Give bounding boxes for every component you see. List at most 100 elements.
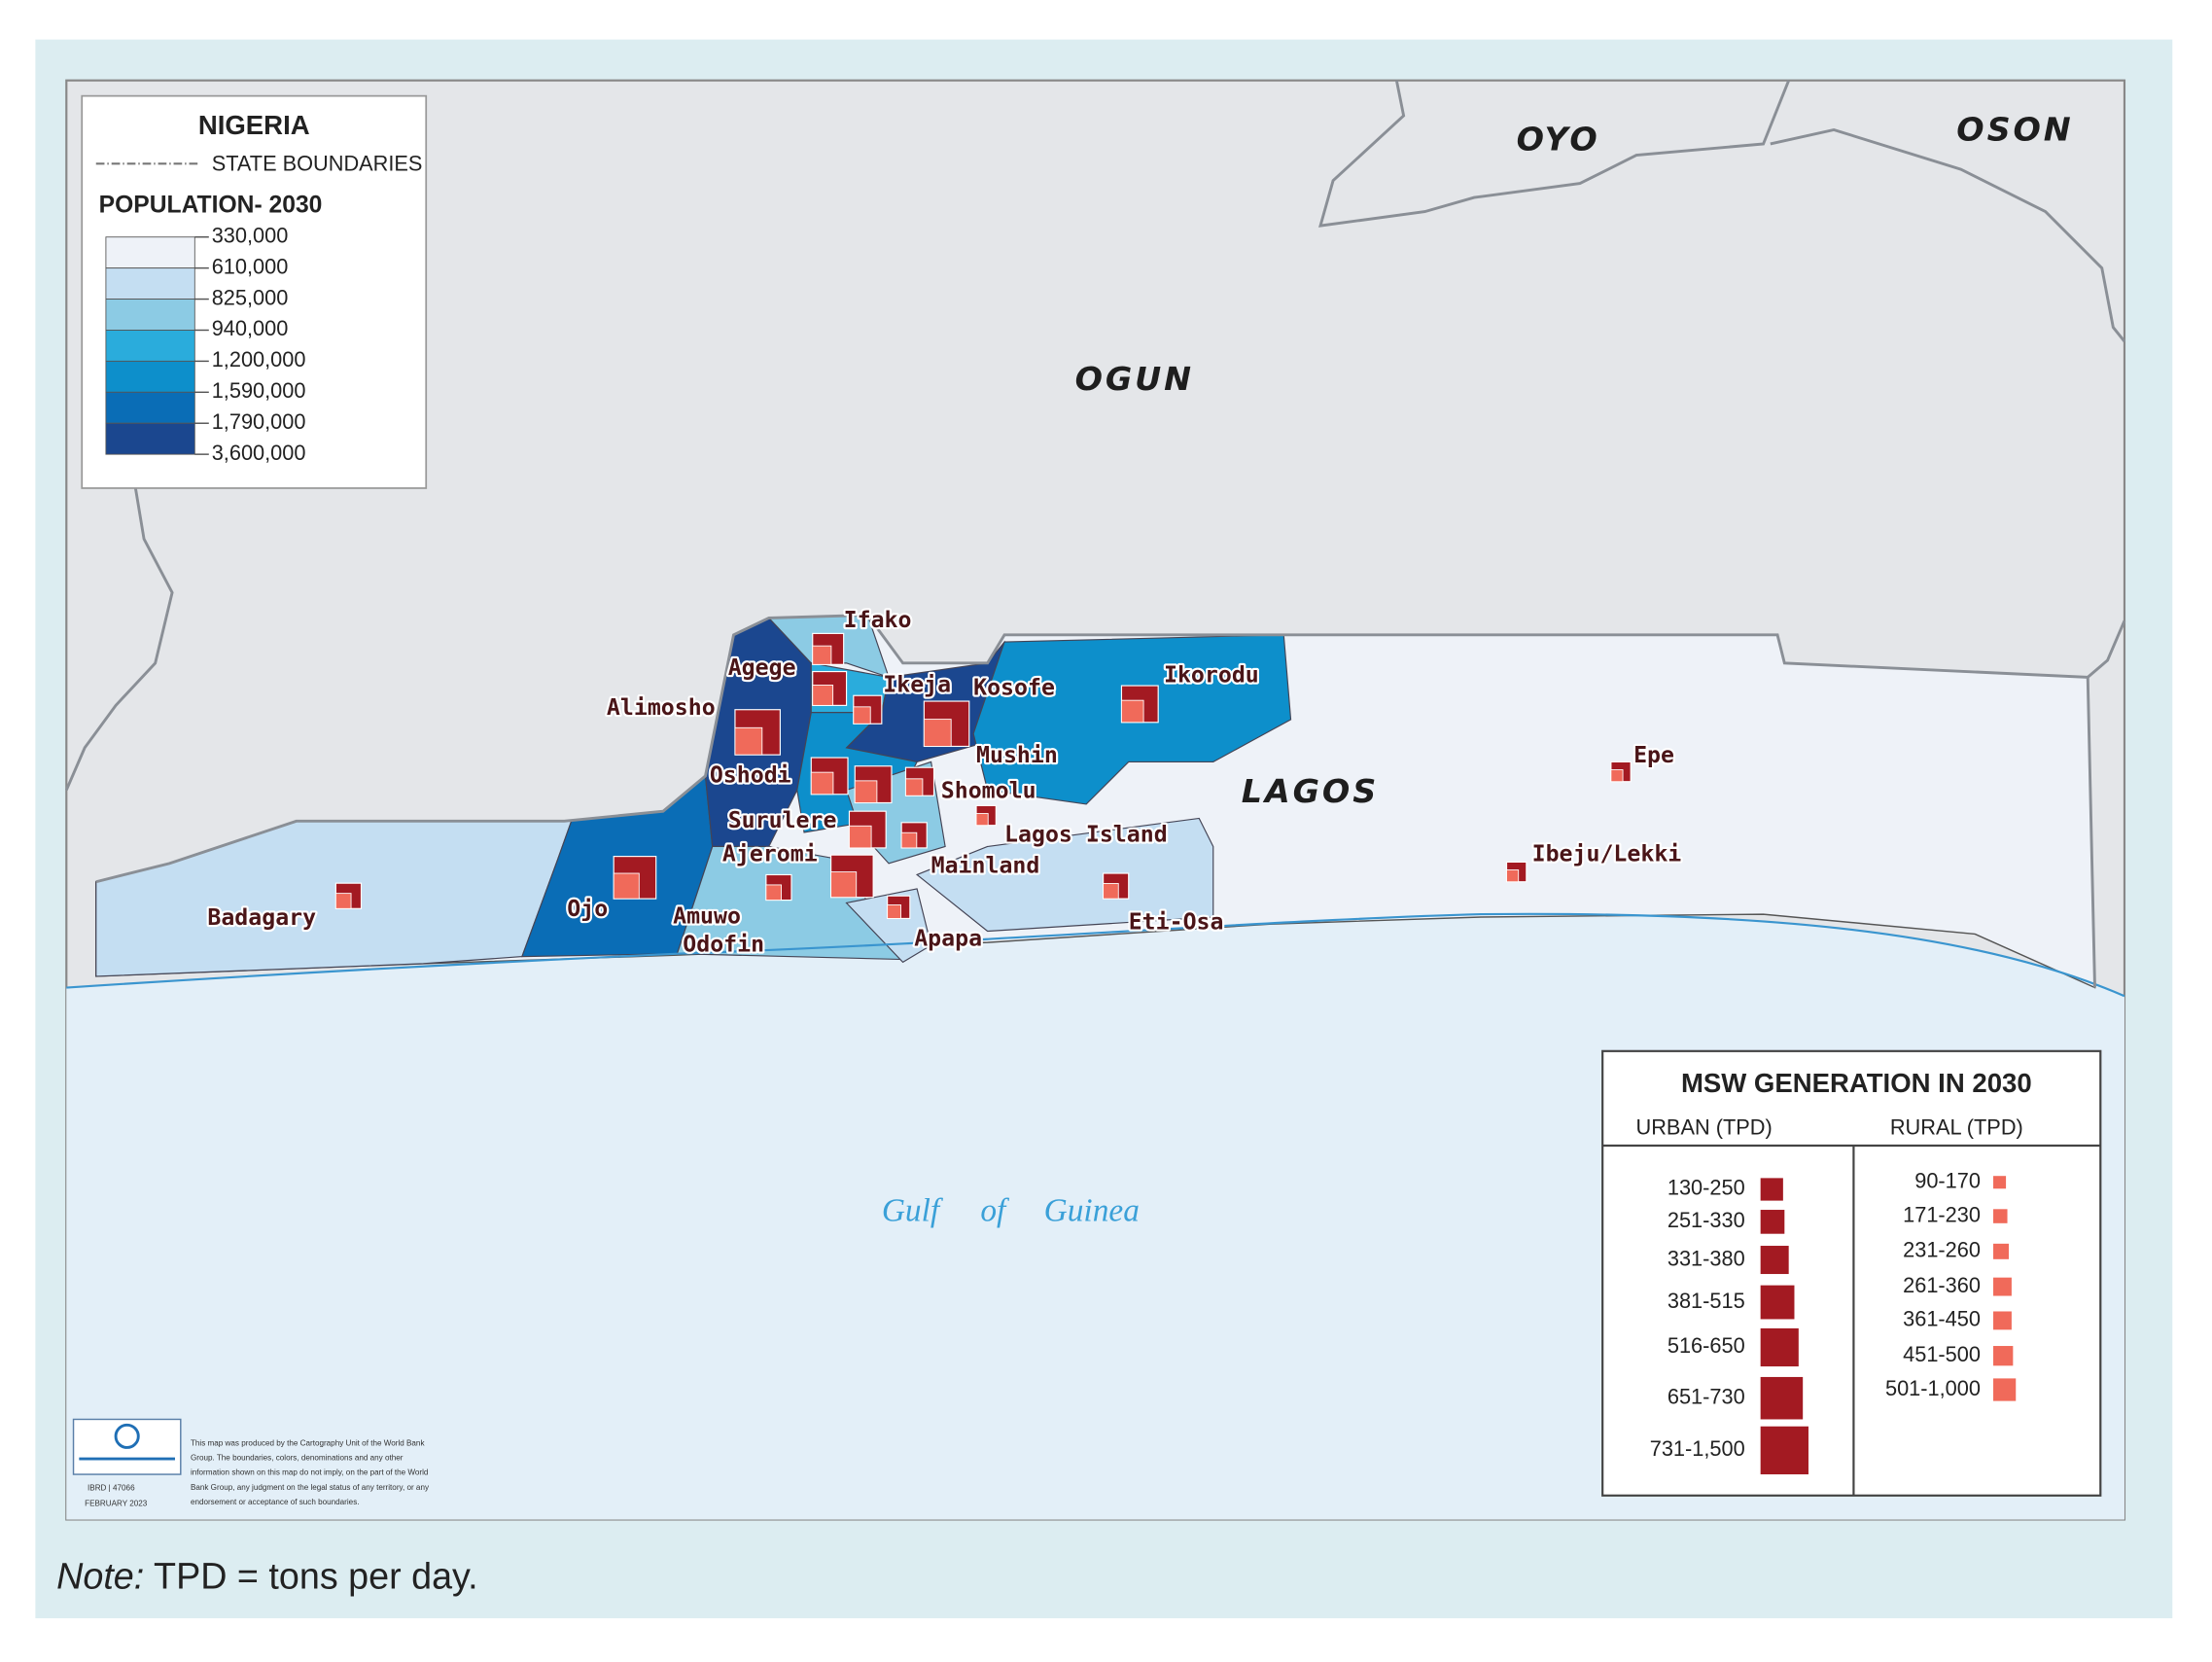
legend-break-label: 330,000 <box>212 223 289 247</box>
rural-class-label: 451-500 <box>1903 1342 1981 1366</box>
rural-marker <box>812 645 832 665</box>
urban-class-label: 651-730 <box>1668 1384 1745 1408</box>
urban-class-symbol <box>1760 1327 1799 1367</box>
rural-class-label: 231-260 <box>1903 1238 1981 1262</box>
lga-area <box>915 817 1214 933</box>
lga-label: Eti-Osa <box>1129 908 1224 935</box>
legend-swatch <box>105 236 195 269</box>
water-label: Gulf <box>882 1192 944 1228</box>
rural-class-symbol <box>1993 1346 2014 1366</box>
rural-class-symbol <box>1993 1378 2017 1401</box>
rural-marker <box>900 831 918 849</box>
water-label: Guinea <box>1044 1192 1140 1228</box>
rural-class-label: 361-450 <box>1903 1307 1981 1331</box>
rural-marker <box>765 884 782 902</box>
legend-break-label: 610,000 <box>212 254 289 278</box>
water-label: of <box>980 1192 1010 1228</box>
lga-label: Kosofe <box>973 674 1055 700</box>
legend-break-label: 825,000 <box>212 285 289 309</box>
state-label: OGUN <box>1075 360 1194 398</box>
state-boundary <box>1770 127 2126 342</box>
urban-class-symbol <box>1760 1376 1804 1420</box>
state-label: OSON <box>1956 110 2073 148</box>
urban-class-symbol <box>1760 1210 1785 1234</box>
map-labels: Ifako Agege Alimosho Ikeja Kosofe Ikorodu Mush… <box>205 110 2073 1228</box>
credit-line: Bank Group, any judgment on the legal st… <box>191 1483 430 1492</box>
credit-line: Group. The boundaries, colors, denominat… <box>191 1454 404 1463</box>
rural-marker <box>734 726 763 756</box>
rural-marker <box>887 904 901 919</box>
legend-title: NIGERIA <box>198 110 310 140</box>
state-boundary <box>1318 80 1791 228</box>
rural-class-symbol <box>1993 1311 2012 1330</box>
lga-label: Odofin <box>683 932 764 958</box>
rural-class-label: 90-170 <box>1914 1168 1981 1192</box>
lga-label: Lagos Island <box>1004 821 1168 847</box>
lga-label: Ikeja <box>883 672 951 698</box>
lga-label: Shomolu <box>941 777 1036 803</box>
rural-marker <box>905 778 924 796</box>
legend-break-label: 3,600,000 <box>212 441 306 465</box>
rural-marker <box>1610 769 1624 783</box>
lga-label: Badagary <box>207 904 316 931</box>
lga-label: Ibeju/Lekki <box>1532 841 1682 867</box>
rural-marker <box>613 872 640 900</box>
note-prefix: Note: <box>56 1555 144 1596</box>
credit-line: information shown on this map do not imp… <box>191 1468 428 1477</box>
rural-marker <box>1506 869 1520 883</box>
lga-label: Amuwo <box>673 902 741 929</box>
rural-marker <box>1121 699 1144 724</box>
note: Note: TPD = tons per day. <box>56 1555 477 1596</box>
urban-header: URBAN (TPD) <box>1636 1114 1773 1139</box>
lga-label: Epe <box>1633 742 1674 768</box>
lga-label: Surulere <box>728 807 837 833</box>
rural-marker <box>923 719 952 747</box>
map-date: FEBRUARY 2023 <box>85 1500 148 1508</box>
urban-class-label: 731-1,500 <box>1650 1436 1745 1461</box>
legend-swatch <box>105 330 195 362</box>
rural-class-symbol <box>1993 1243 2009 1259</box>
credit-line: This map was produced by the Cartography… <box>191 1438 425 1447</box>
rural-marker <box>334 893 352 909</box>
legend-break-label: 1,200,000 <box>212 347 306 371</box>
coastline <box>66 912 2125 998</box>
rural-marker <box>812 685 834 706</box>
lga-label: Ojo <box>567 896 608 922</box>
rural-marker <box>975 813 989 827</box>
legend-swatch <box>105 391 195 424</box>
population-legend: NIGERIA STATE BOUNDARIES POPULATION- 203… <box>81 94 428 489</box>
legend-swatch <box>105 267 195 300</box>
rural-class-label: 501-1,000 <box>1885 1376 1981 1400</box>
legend-swatch <box>105 299 195 331</box>
rural-marker <box>854 780 878 803</box>
lga-label: Agege <box>728 654 796 681</box>
map-id: IBRD | 47066 <box>88 1484 135 1493</box>
legend-swatch <box>105 422 195 455</box>
boundary-label: STATE BOUNDARIES <box>212 151 423 175</box>
state-boundary <box>64 487 174 792</box>
legend-swatch <box>105 360 195 393</box>
lga-label: Oshodi <box>710 761 791 788</box>
urban-class-symbol <box>1760 1246 1789 1275</box>
urban-class-label: 251-330 <box>1668 1208 1745 1232</box>
urban-class-symbol <box>1760 1426 1808 1475</box>
note-text: TPD = tons per day. <box>144 1555 477 1596</box>
rural-marker <box>1103 883 1119 900</box>
legend-break-label: 940,000 <box>212 316 289 340</box>
rural-class-label: 171-230 <box>1903 1202 1981 1226</box>
urban-class-label: 331-380 <box>1668 1246 1745 1270</box>
rural-class-symbol <box>1993 1209 2008 1223</box>
lga-label: Ifako <box>844 607 912 633</box>
credit-line: endorsement or acceptance of such bounda… <box>191 1498 360 1506</box>
lga-label: Mushin <box>976 742 1058 768</box>
urban-class-label: 516-650 <box>1668 1333 1745 1358</box>
rural-class-label: 261-360 <box>1903 1273 1981 1297</box>
lga-label: Ikorodu <box>1164 661 1259 688</box>
state-boundary <box>95 614 2096 988</box>
rural-marker <box>810 771 834 796</box>
urban-class-symbol <box>1760 1285 1795 1320</box>
state-label: OYO <box>1517 121 1600 159</box>
map-markers <box>334 632 1632 920</box>
